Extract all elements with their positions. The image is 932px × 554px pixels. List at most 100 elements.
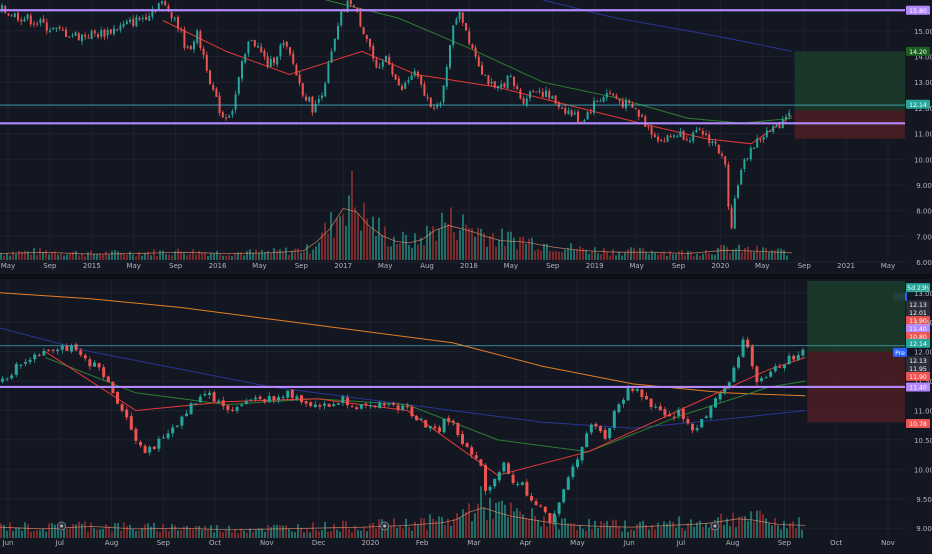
volume-bar bbox=[657, 255, 659, 260]
volume-bar bbox=[186, 255, 188, 260]
price-tag[interactable] bbox=[906, 418, 930, 428]
volume-bar bbox=[558, 529, 560, 538]
volume-bar bbox=[387, 526, 389, 538]
candle-body bbox=[257, 46, 259, 48]
volume-bar bbox=[474, 236, 476, 260]
price-tag[interactable] bbox=[906, 46, 930, 56]
x-tick-label: Jul bbox=[55, 539, 65, 547]
candle-body bbox=[359, 11, 362, 27]
candle-body bbox=[39, 19, 42, 24]
candle-body bbox=[51, 349, 55, 351]
volume-bar bbox=[165, 529, 167, 538]
volume-bar bbox=[234, 253, 236, 260]
volume-bar bbox=[543, 243, 545, 260]
volume-bar bbox=[540, 526, 542, 538]
stop-zone[interactable] bbox=[794, 110, 905, 139]
top-panel[interactable]: 15.00 14.00 13.00 12.00 11.00 10.00 9.00 8.00 7.… bbox=[0, 0, 932, 342]
price-tag[interactable] bbox=[906, 5, 930, 15]
candle-body bbox=[554, 95, 557, 104]
volume-bar bbox=[750, 251, 752, 260]
bottom-panel[interactable]: 13.00 12.50 12.00 11.50 11.00 10.50 10.00 9.50 9… bbox=[0, 281, 932, 547]
candle-body bbox=[218, 95, 221, 113]
candle-body bbox=[125, 21, 128, 25]
candle-body bbox=[401, 85, 403, 90]
volume-bar bbox=[66, 528, 68, 538]
volume-bar bbox=[579, 524, 581, 538]
x-tick-label: May bbox=[504, 262, 518, 270]
volume-bar bbox=[636, 524, 638, 538]
price-tag[interactable] bbox=[906, 308, 930, 318]
volume-bar bbox=[288, 254, 290, 260]
candle-body bbox=[100, 30, 103, 37]
candle-body bbox=[423, 84, 426, 96]
price-tag[interactable] bbox=[906, 283, 930, 293]
volume-bar bbox=[786, 255, 788, 260]
volume-bar bbox=[672, 522, 674, 538]
volume-bar bbox=[366, 531, 368, 538]
x-tick-label: Jun bbox=[623, 539, 635, 547]
candle-body bbox=[599, 100, 602, 102]
candle-body bbox=[341, 396, 345, 403]
candle-body bbox=[109, 29, 112, 34]
candle-body bbox=[273, 57, 275, 64]
volume-bar bbox=[384, 529, 386, 538]
volume-bar bbox=[555, 250, 557, 260]
price-tag[interactable] bbox=[906, 338, 930, 348]
volume-bar bbox=[564, 518, 566, 538]
volume-bar bbox=[78, 521, 80, 538]
candle-body bbox=[162, 437, 165, 439]
volume-bar bbox=[399, 525, 401, 538]
candle-body bbox=[58, 26, 61, 29]
volume-bar bbox=[255, 249, 257, 260]
candle-body bbox=[300, 395, 303, 403]
price-tag[interactable] bbox=[893, 347, 907, 357]
x-tick-label: Sep bbox=[295, 262, 309, 270]
candle-body bbox=[583, 120, 586, 122]
candle-body bbox=[561, 107, 563, 109]
candle-body bbox=[285, 41, 288, 47]
volume-bar bbox=[588, 518, 590, 538]
price-tag[interactable] bbox=[906, 363, 930, 373]
y-tick-label: 9.00 bbox=[916, 182, 932, 190]
price-tag[interactable] bbox=[906, 324, 930, 334]
target-zone[interactable] bbox=[794, 51, 905, 111]
volume-bar bbox=[612, 519, 614, 538]
candle-body bbox=[596, 101, 599, 103]
candle-body bbox=[658, 406, 662, 411]
price-tag[interactable] bbox=[906, 300, 930, 310]
candle-body bbox=[481, 65, 483, 75]
candle-body bbox=[562, 489, 566, 503]
candle-body bbox=[116, 29, 119, 31]
panel-separator[interactable] bbox=[0, 274, 932, 279]
candle-body bbox=[244, 53, 247, 63]
candle-body bbox=[279, 44, 282, 57]
target-zone[interactable] bbox=[807, 281, 905, 352]
price-tag[interactable] bbox=[906, 316, 930, 326]
volume-bar bbox=[195, 525, 197, 538]
candle-body bbox=[415, 415, 418, 421]
volume-bar bbox=[48, 523, 50, 538]
price-tag[interactable] bbox=[906, 371, 930, 381]
price-tag[interactable] bbox=[906, 355, 930, 365]
price-tag[interactable] bbox=[906, 99, 930, 109]
candle-body bbox=[410, 406, 414, 417]
price-tag[interactable] bbox=[906, 382, 930, 392]
candle-body bbox=[708, 134, 711, 144]
volume-bar bbox=[741, 516, 743, 538]
candle-body bbox=[113, 28, 115, 34]
candle-body bbox=[576, 459, 579, 467]
candle-body bbox=[116, 392, 119, 404]
candle-body bbox=[244, 400, 248, 404]
volume-bar bbox=[138, 530, 140, 538]
volume-bar bbox=[168, 531, 170, 538]
volume-bar bbox=[750, 511, 752, 538]
volume-bar bbox=[582, 248, 584, 260]
candle-body bbox=[83, 355, 87, 359]
volume-bar bbox=[531, 237, 533, 260]
volume-bar bbox=[366, 218, 368, 260]
volume-bar bbox=[267, 524, 269, 538]
candle-body bbox=[589, 111, 592, 113]
volume-bar bbox=[213, 532, 215, 538]
